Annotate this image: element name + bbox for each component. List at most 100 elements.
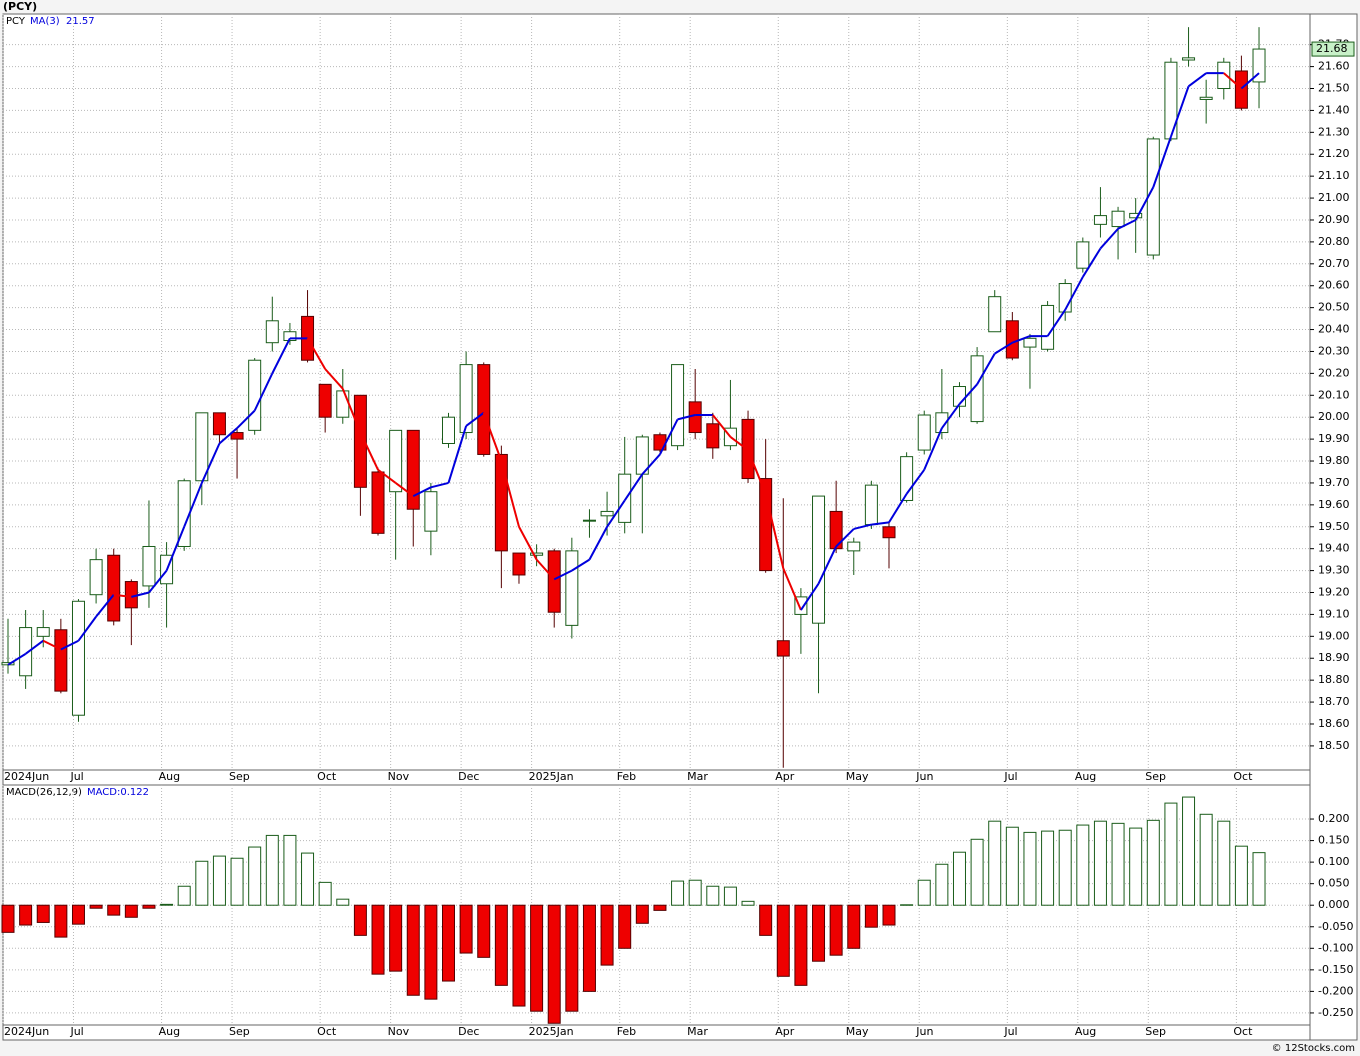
macd-bar xyxy=(759,904,773,936)
macd-bar xyxy=(530,904,544,1012)
macd-bar xyxy=(336,898,350,906)
candle-body xyxy=(318,383,332,418)
candle-body xyxy=(864,484,878,526)
y-tick-label: 20.10 xyxy=(1318,388,1350,401)
x-tick-label: Feb xyxy=(617,770,636,783)
x-tick-label: Aug xyxy=(159,770,180,783)
ma-segment xyxy=(712,414,732,438)
x-tick-label: Jul xyxy=(69,770,83,783)
candle-body xyxy=(547,550,561,613)
macd-bar xyxy=(406,904,420,996)
y-tick-label: 20.70 xyxy=(1318,257,1350,270)
ma-segment xyxy=(958,383,978,405)
macd-bar xyxy=(794,904,808,986)
x-tick-label: Aug xyxy=(1075,1025,1096,1038)
ma-segment xyxy=(1099,228,1119,250)
candle-body xyxy=(512,552,526,576)
ma-legend: MA(3) xyxy=(30,16,60,27)
macd-bar xyxy=(371,904,385,975)
y-tick-label: -0.150 xyxy=(1318,963,1353,976)
macd-bar xyxy=(195,860,209,906)
ma-segment xyxy=(253,372,274,412)
macd-bar xyxy=(1146,819,1160,906)
ma-segment xyxy=(606,499,626,528)
macd-bar xyxy=(635,904,649,924)
macd-bar xyxy=(988,820,1002,906)
candle-body xyxy=(124,581,138,609)
ma-last-value: 21.57 xyxy=(66,16,95,27)
y-tick-label: 20.00 xyxy=(1318,410,1350,423)
macd-bar xyxy=(1252,852,1266,906)
macd-bar xyxy=(1182,796,1196,906)
ma-segment xyxy=(465,412,485,427)
macd-bar xyxy=(230,857,244,906)
macd-bar xyxy=(1093,820,1107,906)
ma-segment xyxy=(871,521,890,526)
macd-bar xyxy=(89,904,103,909)
ma-segment xyxy=(25,639,44,655)
candle-body xyxy=(1093,215,1107,225)
x-tick-label: Mar xyxy=(687,770,708,783)
ma-segment xyxy=(641,453,661,475)
candle-body xyxy=(459,364,473,434)
ma-segment xyxy=(7,653,27,666)
macd-bar xyxy=(19,904,33,926)
x-tick-label: Nov xyxy=(388,770,410,783)
macd-bar xyxy=(389,904,403,972)
candle-body xyxy=(1076,241,1090,269)
candle-body xyxy=(935,412,949,434)
y-tick-label: 19.30 xyxy=(1318,564,1350,577)
macd-bar xyxy=(1,904,15,933)
macd-bar xyxy=(54,904,68,938)
candle-body xyxy=(442,416,455,444)
watermark: © 12Stocks.com xyxy=(1272,1043,1355,1054)
y-tick-label: 21.50 xyxy=(1318,82,1350,95)
y-tick-label: -0.200 xyxy=(1318,984,1353,997)
ma-segment xyxy=(131,591,150,598)
candle-body xyxy=(1023,337,1037,348)
candle-body xyxy=(107,554,121,622)
y-tick-label: 20.20 xyxy=(1318,366,1350,379)
y-tick-label: -0.100 xyxy=(1318,941,1353,954)
ma-segment xyxy=(412,486,432,497)
macd-bar xyxy=(723,886,737,906)
ma-segment xyxy=(1064,276,1084,311)
y-tick-label: 21.60 xyxy=(1318,60,1350,73)
y-tick-label: 20.80 xyxy=(1318,235,1350,248)
x-tick-label: Feb xyxy=(617,1025,636,1038)
x-tick-label: May xyxy=(846,1025,869,1038)
ma-segment xyxy=(95,594,115,618)
macd-bar xyxy=(424,904,438,1000)
candle-body xyxy=(671,364,685,447)
ma-segment xyxy=(1240,72,1260,90)
ma-segment xyxy=(623,473,644,502)
candle-body xyxy=(494,453,508,552)
macd-bar xyxy=(864,904,878,928)
candle-body xyxy=(970,355,984,423)
macd-bar xyxy=(477,904,491,958)
y-tick-label: 20.60 xyxy=(1318,279,1350,292)
macd-bar xyxy=(671,880,685,906)
y-tick-label: 19.40 xyxy=(1318,542,1350,555)
ma-segment xyxy=(430,481,449,489)
symbol-label: PCY xyxy=(6,16,26,27)
ma-segment xyxy=(1187,72,1207,88)
axis-band xyxy=(1309,13,1358,1041)
macd-bar xyxy=(970,838,984,906)
ma-segment xyxy=(677,414,696,421)
macd-bar xyxy=(582,904,596,992)
candle-body xyxy=(477,364,491,455)
y-tick-label: 19.10 xyxy=(1318,607,1350,620)
ma-segment xyxy=(324,368,344,390)
macd-bar xyxy=(547,904,561,1024)
y-tick-label: 0.150 xyxy=(1318,834,1350,847)
candle-body xyxy=(917,414,931,451)
macd-bar xyxy=(1217,820,1231,906)
x-tick-label: Dec xyxy=(458,770,479,783)
candle-body xyxy=(212,412,226,436)
candle-body xyxy=(230,432,244,440)
macd-bar xyxy=(71,904,85,925)
x-tick-label: Jun xyxy=(915,770,933,783)
candle-body xyxy=(265,320,279,344)
y-tick-label: 0.050 xyxy=(1318,877,1350,890)
